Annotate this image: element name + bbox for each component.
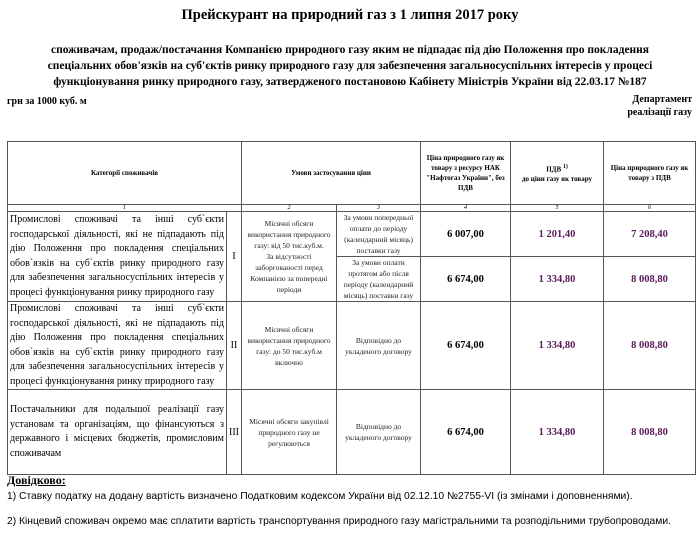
payment-cell: Відповідно до укладеного договору xyxy=(336,389,422,475)
category-cell: Промислові споживачі та інші суб`єкти го… xyxy=(7,211,227,302)
payment-cell: За умови оплати протягом або після періо… xyxy=(336,256,422,302)
price-table: Категорії споживачів Умови застосування … xyxy=(6,141,697,475)
col-number: 1 xyxy=(6,204,243,212)
note-item: 2) Кінцевий споживач окремо має сплатити… xyxy=(7,516,671,527)
col-number: 5 xyxy=(510,204,605,212)
total-cell: 8 008,80 xyxy=(603,301,697,390)
price-cell: 6 674,00 xyxy=(420,256,512,302)
column-number-row: 1 2 3 4 5 6 xyxy=(6,204,697,212)
col-number: 2 xyxy=(241,204,338,212)
header-vat: ПДВ 1) до ціни газу як товару xyxy=(510,141,605,205)
payment-cell: За умови попередньої оплати до періоду (… xyxy=(336,211,422,257)
vat-cell: 1 201,40 xyxy=(510,211,605,257)
header-row: Категорії споживачів Умови застосування … xyxy=(6,141,697,205)
page-subtitle: споживачам, продаж/постачання Компанією … xyxy=(47,44,653,88)
header-price: Ціна природного газу як товару з ресурсу… xyxy=(420,141,512,205)
table-row: Промислові споживачі та інші суб`єкти го… xyxy=(7,301,697,390)
notes-heading: Довідково: xyxy=(7,473,66,487)
payment-cell: Відповідно до укладеного договору xyxy=(336,301,422,390)
price-cell: 6 674,00 xyxy=(420,389,512,475)
category-cell: Промислові споживачі та інші суб`єкти го… xyxy=(7,301,227,390)
group-cell: II xyxy=(225,301,243,390)
page-title: Прейскурант на природний газ з 1 липня 2… xyxy=(181,7,519,23)
vat-cell: 1 334,80 xyxy=(510,256,605,302)
group-cell: III xyxy=(225,389,243,475)
table-row: Постачальники для подальшої реалізації г… xyxy=(7,389,697,475)
total-cell: 8 008,80 xyxy=(603,256,697,302)
header-total: Ціна природного газу як товару з ПДВ xyxy=(603,141,697,205)
header-conditions: Умови застосування ціни xyxy=(241,141,422,205)
col-number: 6 xyxy=(603,204,697,212)
department-line: Департамент xyxy=(632,94,692,105)
condition-cell: Місячні обсяги використання природного г… xyxy=(241,211,338,302)
total-cell: 7 208,40 xyxy=(603,211,697,257)
total-cell: 8 008,80 xyxy=(603,389,697,475)
condition-cell: Місячні обсяги використання природного г… xyxy=(241,301,338,390)
department-label: Департамент реалізації газу xyxy=(627,93,692,119)
condition-cell: Місячні обсяги закупівлі природного газу… xyxy=(241,389,338,475)
price-cell: 6 007,00 xyxy=(420,211,512,257)
vat-cell: 1 334,80 xyxy=(510,301,605,390)
note-item: 1) Ставку податку на додану вартість виз… xyxy=(7,491,633,502)
col-number: 4 xyxy=(420,204,512,212)
table-row: Промислові споживачі та інші суб`єкти го… xyxy=(7,211,697,302)
group-cell: I xyxy=(225,211,243,302)
department-line: реалізації газу xyxy=(627,107,692,118)
unit-label: грн за 1000 куб. м xyxy=(7,96,87,107)
vat-cell: 1 334,80 xyxy=(510,389,605,475)
header-category: Категорії споживачів xyxy=(6,141,243,205)
category-cell: Постачальники для подальшої реалізації г… xyxy=(7,389,227,475)
col-number: 3 xyxy=(336,204,422,212)
price-cell: 6 674,00 xyxy=(420,301,512,390)
